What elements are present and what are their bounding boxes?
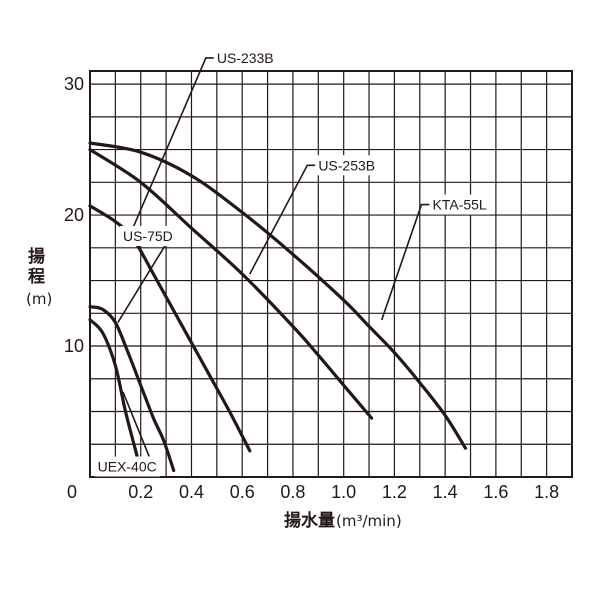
y-tick-label: 20	[64, 205, 84, 225]
series-curves	[88, 141, 468, 473]
series-line-us-75d	[88, 305, 176, 473]
grid-lines	[90, 71, 572, 477]
series-label-us-253b: US-253B	[318, 157, 375, 173]
series-line-us-233b	[88, 204, 252, 453]
series-label-uex-40c: UEX-40C	[98, 459, 157, 475]
series-labels: KTA-55L US-253B US-233B US-75D UEX-40C	[94, 47, 490, 477]
x-tick-label: 0	[67, 482, 77, 502]
x-tick-label: 1.8	[534, 482, 559, 502]
y-tick-label: 30	[64, 74, 84, 94]
y-tick-label: 10	[64, 336, 84, 356]
series-label-us-75d: US-75D	[123, 228, 173, 244]
x-axis-unit: (m³/min)	[336, 512, 402, 530]
x-tick-labels: 0 0.2 0.4 0.6 0.8 1.0 1.2 1.4 1.6 1.8	[67, 482, 559, 502]
x-tick-label: 1.6	[483, 482, 508, 502]
y-axis-title-char-2: 程	[28, 267, 45, 287]
x-tick-label: 0.6	[230, 482, 255, 502]
y-axis-title-char-1: 揚	[28, 247, 45, 267]
y-tick-labels: 10 20 30	[64, 74, 84, 356]
y-axis-unit: (m)	[26, 290, 52, 308]
x-tick-label: 1.0	[331, 482, 356, 502]
series-label-background	[315, 155, 379, 176]
leader-line-kta-55l	[380, 203, 430, 321]
x-tick-label: 1.2	[382, 482, 407, 502]
leader-line-us-75d	[117, 245, 166, 323]
x-tick-label: 1.4	[433, 482, 458, 502]
leader-line-us-253b	[249, 164, 316, 275]
series-label-background	[213, 47, 277, 68]
series-label-background	[429, 194, 490, 215]
series-line-us-253b	[88, 148, 374, 420]
x-tick-label: 0.8	[280, 482, 305, 502]
label-leaders	[117, 57, 430, 457]
series-label-background	[119, 226, 176, 247]
x-tick-label: 0.4	[179, 482, 204, 502]
leader-line-us-233b	[129, 57, 214, 234]
plot-frame	[89, 70, 573, 478]
series-line-uex-40c	[88, 318, 143, 473]
leader-line-uex-40c	[122, 391, 150, 457]
series-label-us-233b: US-233B	[217, 50, 274, 66]
series-label-kta-55l: KTA-55L	[432, 197, 486, 213]
x-tick-label: 0.2	[128, 482, 153, 502]
series-label-background	[94, 456, 160, 477]
series-line-kta-55l	[88, 141, 468, 450]
x-axis-title: 揚水量	[284, 510, 335, 531]
